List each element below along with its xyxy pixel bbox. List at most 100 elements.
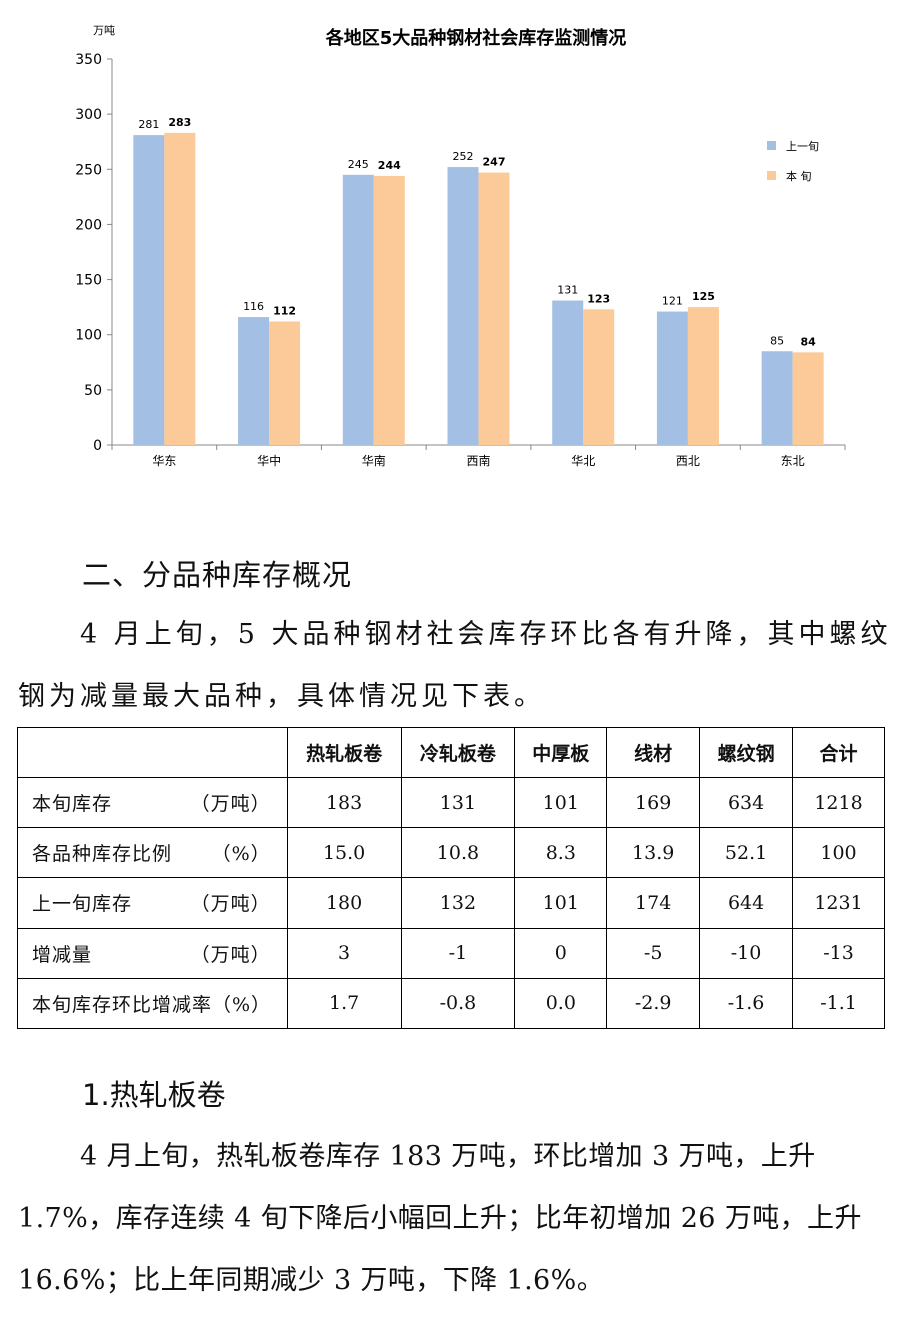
bar-data-label: 112 bbox=[273, 304, 296, 317]
table-cell: -1.6 bbox=[699, 977, 794, 1030]
table-header-cell: 冷轧板卷 bbox=[400, 727, 516, 778]
bar bbox=[238, 317, 270, 445]
x-tick-label: 华南 bbox=[362, 453, 386, 468]
table-cell: 0 bbox=[514, 927, 608, 979]
y-axis-unit: 万吨 bbox=[93, 24, 115, 37]
table-cell: -13 bbox=[792, 927, 885, 979]
table-cell: -1 bbox=[400, 927, 516, 979]
legend-swatch bbox=[767, 171, 776, 180]
table-cell: 1.7 bbox=[286, 977, 402, 1030]
row-label: 本旬库存环比增减率（%） bbox=[32, 993, 272, 1016]
row-label-cell: 上一旬库存 （万吨） bbox=[17, 877, 288, 929]
row-label-cell: 增减量 （万吨） bbox=[17, 927, 288, 979]
table-cell: 100 bbox=[792, 827, 885, 879]
row-label-cell: 本旬库存环比增减率（%） bbox=[17, 977, 288, 1030]
table-cell: -10 bbox=[699, 927, 794, 979]
table-cell: -2.9 bbox=[606, 977, 701, 1030]
table-row: 本旬库存 （万吨） 183 131 101 169 634 1218 bbox=[17, 776, 885, 829]
bar-data-label: 125 bbox=[692, 290, 715, 303]
bar bbox=[269, 321, 301, 445]
y-tick-label: 0 bbox=[93, 438, 102, 454]
y-tick-label: 200 bbox=[75, 217, 102, 233]
bar-data-label: 244 bbox=[378, 159, 401, 172]
bar-data-label: 131 bbox=[557, 284, 578, 297]
bar-data-label: 116 bbox=[243, 300, 264, 313]
x-tick-label: 东北 bbox=[781, 454, 805, 468]
regional-stock-bar-chart: 各地区5大品种钢材社会库存监测情况 万吨 0 50 100 150 200 250 300 3… bbox=[75, 24, 846, 468]
y-tick-label: 150 bbox=[75, 273, 102, 289]
table-row: 本旬库存环比增减率（%） 1.7 -0.8 0.0 -2.9 -1.6 -1.1 bbox=[17, 977, 885, 1030]
row-label: 各品种库存比例 bbox=[32, 843, 173, 866]
bar bbox=[447, 167, 479, 445]
legend-swatch bbox=[767, 141, 776, 150]
sub-heading: 1.热轧板卷 bbox=[82, 1078, 226, 1112]
bar bbox=[761, 351, 793, 445]
table-cell: -5 bbox=[606, 927, 701, 979]
x-tick-label: 西北 bbox=[676, 454, 700, 468]
bar bbox=[552, 300, 584, 445]
table-cell: 1231 bbox=[792, 877, 885, 929]
row-label-cell: 本旬库存 （万吨） bbox=[17, 776, 288, 829]
bar-data-label: 123 bbox=[587, 292, 610, 305]
bar bbox=[656, 311, 688, 445]
bar-data-label: 85 bbox=[770, 334, 784, 347]
bar-data-label: 247 bbox=[483, 156, 506, 169]
row-unit: （万吨） bbox=[190, 793, 271, 816]
table-cell: 101 bbox=[514, 877, 608, 929]
x-tick-label: 华北 bbox=[571, 454, 595, 468]
x-tick-label: 华中 bbox=[257, 453, 281, 468]
table-header-cell: 合计 bbox=[792, 727, 885, 778]
y-tick-label: 100 bbox=[75, 328, 102, 344]
table-header-row: 热轧板卷 冷轧板卷 中厚板 线材 螺纹钢 合计 bbox=[17, 727, 885, 778]
table-row: 增减量 （万吨） 3 -1 0 -5 -10 -13 bbox=[17, 927, 885, 979]
bar-data-label: 121 bbox=[662, 295, 683, 308]
table-cell: 0.0 bbox=[514, 977, 608, 1030]
table-cell: 174 bbox=[606, 877, 701, 929]
table-header-cell: 螺纹钢 bbox=[699, 727, 794, 778]
bar-data-label: 84 bbox=[800, 335, 816, 348]
row-unit: （%） bbox=[211, 843, 271, 866]
table-cell: 180 bbox=[286, 877, 402, 929]
bar-data-label: 252 bbox=[453, 150, 474, 163]
row-label-cell: 各品种库存比例 （%） bbox=[17, 827, 288, 879]
section-heading: 二、分品种库存概况 bbox=[82, 558, 353, 592]
table-cell: -0.8 bbox=[400, 977, 516, 1030]
row-label: 本旬库存 bbox=[32, 793, 113, 816]
bar bbox=[164, 132, 196, 446]
x-tick-label: 华东 bbox=[152, 454, 176, 468]
x-tick-label: 西南 bbox=[466, 453, 490, 468]
table-cell: 634 bbox=[699, 776, 794, 829]
table-cell: 15.0 bbox=[286, 827, 402, 879]
hot-rolled-paragraph: 4 月上旬，热轧板卷库存 183 万吨，环比增加 3 万吨，上升 1.7%，库存… bbox=[18, 1141, 862, 1296]
table-cell: 132 bbox=[400, 877, 516, 929]
bar bbox=[792, 352, 824, 445]
bar bbox=[133, 135, 165, 445]
intro-paragraph: 4 月上旬，5 大品种钢材社会库存环比各有升降，其中螺纹钢为减量最大品种，具体情… bbox=[18, 619, 892, 712]
bar bbox=[478, 172, 510, 445]
table-cell: 3 bbox=[286, 927, 402, 979]
legend-label: 本 旬 bbox=[786, 169, 812, 183]
table-header-cell bbox=[17, 727, 288, 778]
bar-data-label: 281 bbox=[138, 118, 159, 131]
chart-axes: 0 50 100 150 200 250 300 350 华东 华中 华南 西南 华北 西北 东北 bbox=[75, 52, 846, 468]
table-cell: 1218 bbox=[792, 776, 885, 829]
table-cell: 644 bbox=[699, 877, 794, 929]
table-row: 各品种库存比例 （%） 15.0 10.8 8.3 13.9 52.1 100 bbox=[17, 827, 885, 879]
table-row: 上一旬库存 （万吨） 180 132 101 174 644 1231 bbox=[17, 877, 885, 929]
bar bbox=[583, 309, 615, 445]
table-header-cell: 热轧板卷 bbox=[286, 727, 402, 778]
table-cell: -1.1 bbox=[792, 977, 885, 1030]
row-label: 增减量 bbox=[32, 943, 93, 966]
bar bbox=[373, 175, 405, 445]
table-cell: 8.3 bbox=[514, 827, 608, 879]
y-tick-label: 350 bbox=[75, 52, 102, 68]
table-cell: 169 bbox=[606, 776, 701, 829]
bar-data-label: 245 bbox=[348, 158, 369, 171]
table-cell: 101 bbox=[514, 776, 608, 829]
chart-title: 各地区5大品种钢材社会库存监测情况 bbox=[325, 27, 627, 49]
row-unit: （万吨） bbox=[190, 893, 271, 916]
table-cell: 131 bbox=[400, 776, 516, 829]
y-tick-label: 50 bbox=[84, 383, 102, 399]
table-header-cell: 线材 bbox=[606, 727, 701, 778]
